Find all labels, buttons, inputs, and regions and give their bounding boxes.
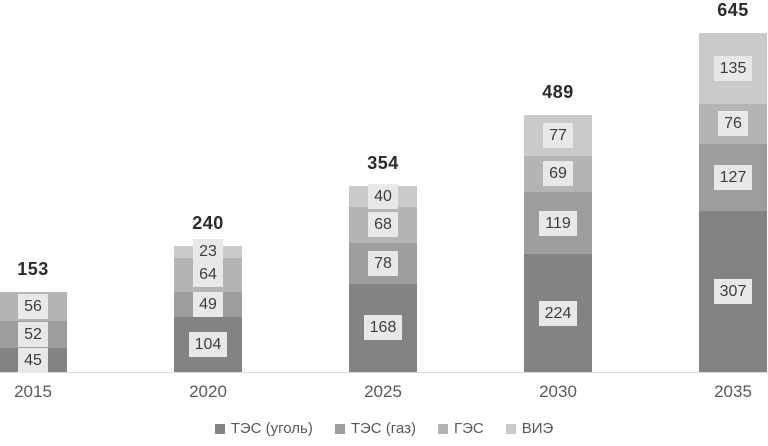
- legend-marker-icon: [505, 423, 516, 434]
- legend-marker-icon: [214, 423, 225, 434]
- bar-segment: 49: [174, 291, 242, 318]
- segment-value-label: 76: [718, 111, 748, 137]
- bar-segment: 56: [0, 291, 67, 322]
- segment-value-label: 68: [368, 212, 398, 238]
- x-axis-tick-label: 2030: [539, 382, 577, 401]
- segment-value-label: 52: [18, 322, 48, 348]
- segment-value-label: 307: [713, 278, 753, 304]
- bar-segment: 45: [0, 347, 67, 373]
- legend-marker-icon: [334, 423, 345, 434]
- segment-value-label: 23: [193, 239, 223, 265]
- segment-value-label: 168: [363, 315, 403, 341]
- bar-segment: 119: [524, 191, 592, 255]
- bar-total-label: 240: [192, 212, 224, 233]
- segment-value-label: 135: [713, 56, 753, 81]
- bar-segment: 52: [0, 321, 67, 349]
- bar-segment: 23: [174, 239, 242, 265]
- plot-area: 153 45 52 56 240 104 49 64 23 354 168 78 68 40 489 224 1…: [0, 0, 768, 373]
- x-axis-line: [0, 372, 768, 373]
- bar-segment: 40: [349, 183, 417, 209]
- bar-segment: 104: [174, 317, 242, 372]
- legend-marker-icon: [437, 423, 448, 434]
- x-axis-tick-label: 2015: [14, 382, 52, 401]
- stacked-bar-2020: 104 49 64 23: [174, 239, 242, 372]
- bar-total-label: 489: [542, 82, 574, 103]
- bar-slot-2020: 240 104 49 64 23: [121, 0, 296, 372]
- segment-value-label: 64: [193, 262, 223, 288]
- bar-segment: 135: [699, 33, 767, 104]
- stacked-bar-2035: 307 127 76 135: [699, 33, 767, 372]
- bar-slot-2015: 153 45 52 56: [0, 0, 121, 373]
- bar-slot-2030: 489 224 119 69 77: [471, 0, 646, 372]
- bar-segment: 68: [349, 206, 417, 243]
- stacked-bar-2025: 168 78 68 40: [349, 183, 417, 372]
- stacked-bar-2030: 224 119 69 77: [524, 115, 592, 372]
- segment-value-label: 45: [18, 347, 48, 373]
- bar-total-label: 645: [717, 0, 749, 21]
- bar-total-label: 153: [17, 258, 49, 279]
- legend: ТЭС (уголь) ТЭС (газ) ГЭС ВИЭ: [0, 420, 768, 437]
- bar-segment: 76: [699, 103, 767, 144]
- bar-segment: 168: [349, 283, 417, 372]
- segment-value-label: 127: [713, 164, 753, 190]
- x-axis-tick-label: 2035: [714, 382, 752, 401]
- x-axis-tick-label: 2025: [364, 382, 402, 401]
- legend-item: ТЭС (газ): [334, 420, 416, 437]
- segment-value-label: 69: [543, 161, 573, 187]
- bar-total-label: 354: [367, 152, 399, 173]
- segment-value-label: 49: [193, 291, 223, 317]
- segment-value-label: 40: [368, 183, 398, 209]
- stacked-bar-2015: 45 52 56: [0, 291, 67, 373]
- legend-label: ТЭС (газ): [350, 420, 416, 437]
- legend-label: ГЭС: [453, 420, 484, 437]
- segment-value-label: 56: [18, 293, 48, 319]
- legend-item: ГЭС: [437, 420, 484, 437]
- bar-segment: 77: [524, 115, 592, 156]
- segment-value-label: 224: [538, 300, 578, 326]
- bar-segment: 224: [524, 254, 592, 372]
- bar-slot-2035: 645 307 127 76 135: [646, 0, 768, 372]
- bar-slot-2025: 354 168 78 68 40: [296, 0, 471, 372]
- x-axis-tick-label: 2020: [189, 382, 227, 401]
- bar-segment: 307: [699, 210, 767, 372]
- legend-label: ВИЭ: [521, 420, 554, 437]
- segment-value-label: 119: [539, 210, 577, 236]
- segment-value-label: 104: [188, 332, 228, 358]
- bar-segment: 78: [349, 242, 417, 284]
- legend-item: ВИЭ: [505, 420, 554, 437]
- bar-segment: 127: [699, 143, 767, 211]
- segment-value-label: 78: [368, 250, 398, 276]
- legend-label: ТЭС (уголь): [230, 420, 313, 437]
- x-axis-labels: 2015 2020 2025 2030 2035: [0, 382, 768, 402]
- legend-item: ТЭС (уголь): [214, 420, 313, 437]
- segment-value-label: 77: [543, 122, 573, 148]
- bar-segment: 69: [524, 155, 592, 192]
